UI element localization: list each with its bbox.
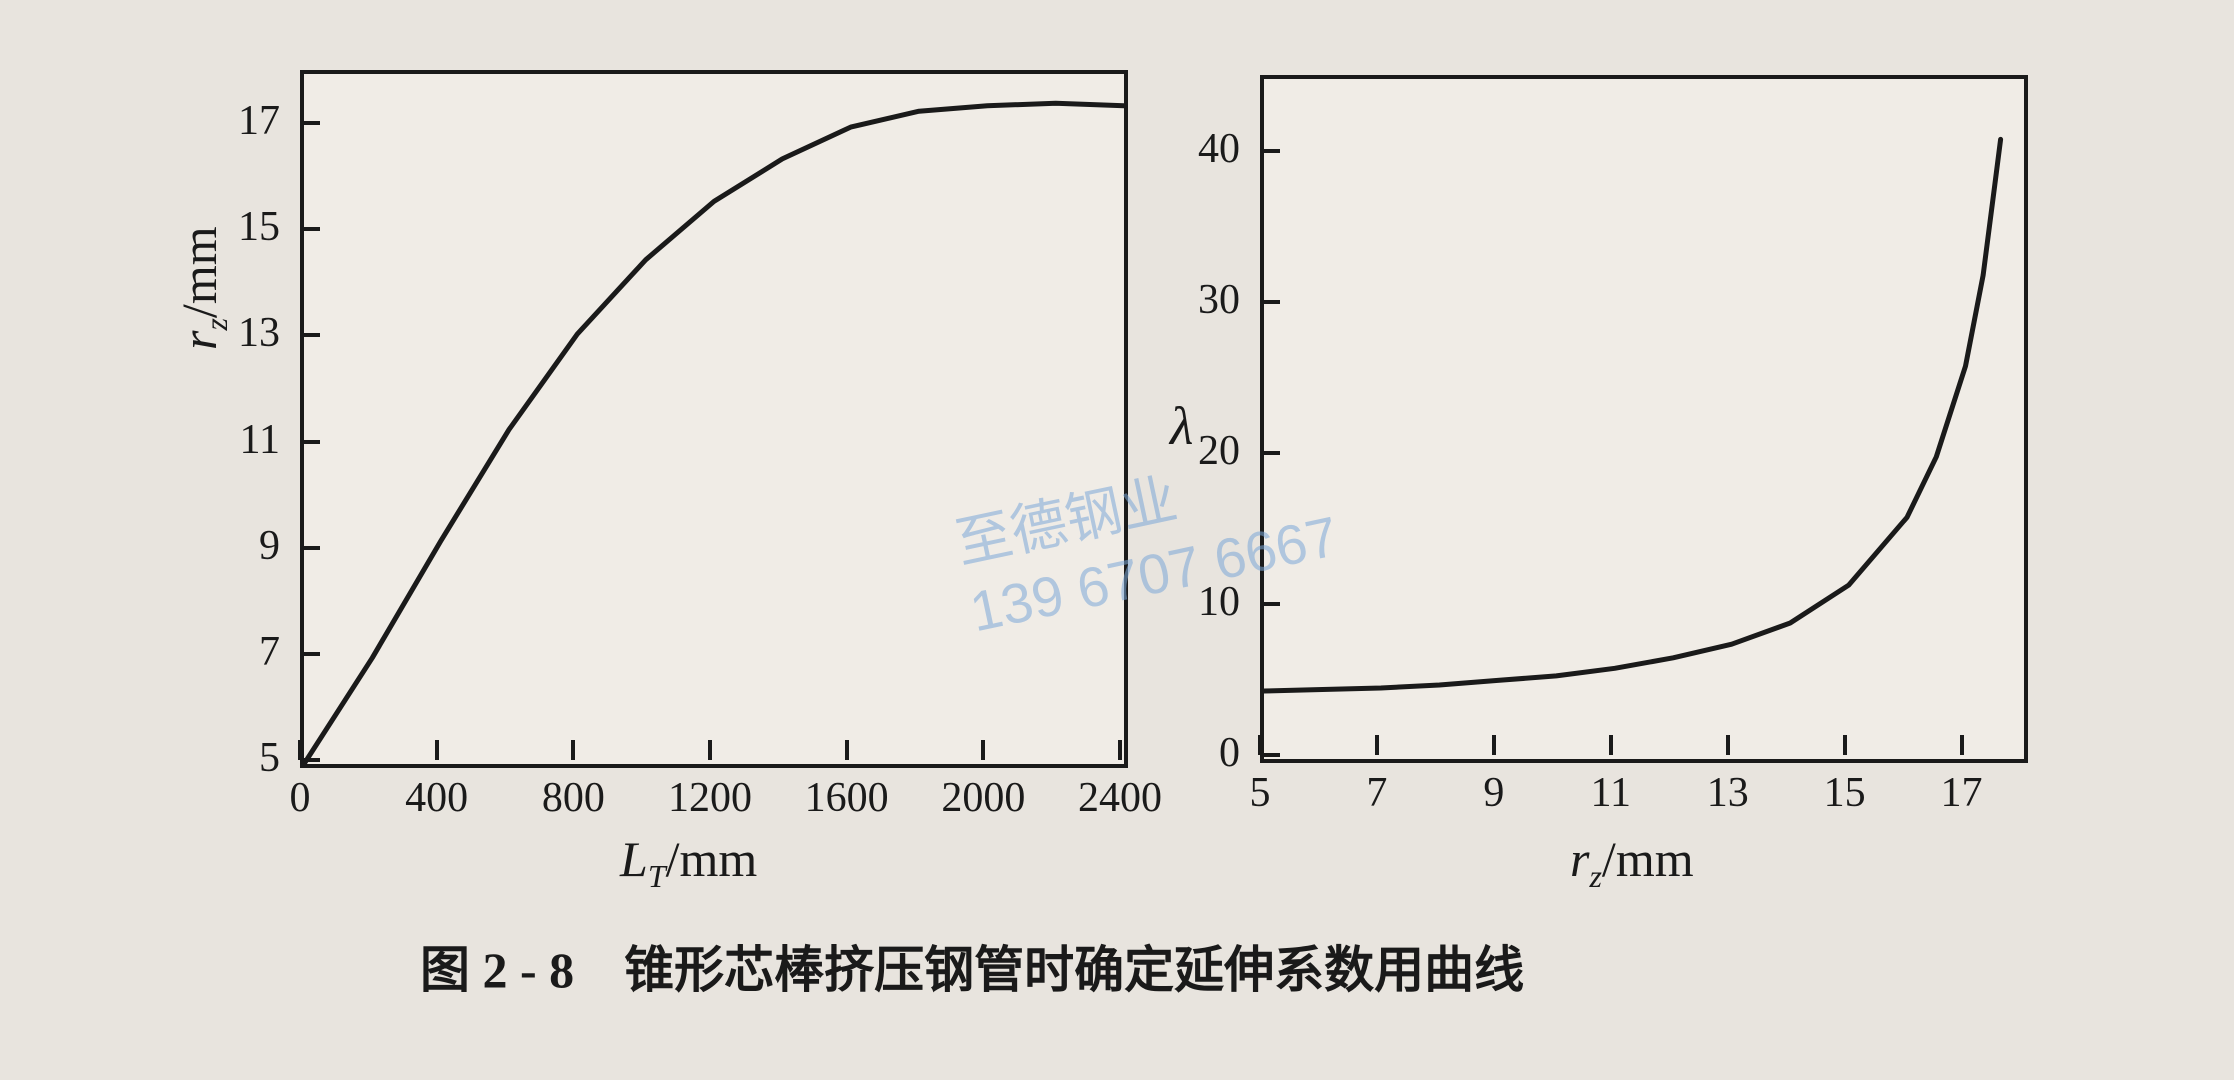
chart-left: 57911131517 04008001200160020002400 rz/m… [300, 70, 1128, 768]
xtick-label: 15 [1795, 769, 1895, 817]
xtick-label: 1600 [797, 774, 897, 822]
xtick-label: 17 [1912, 769, 2012, 817]
ytick-label: 7 [190, 628, 280, 676]
ytick-label: 11 [190, 416, 280, 464]
xtick-label: 5 [1210, 769, 1310, 817]
ytick-label: 9 [190, 522, 280, 570]
chart-right: 010203040 57911131517 λ rz/mm [1260, 75, 2028, 763]
ytick-label: 17 [190, 97, 280, 145]
xtick-label: 9 [1444, 769, 1544, 817]
page: { "background_color":"#e8e4de", "ink_col… [0, 0, 2234, 1080]
chart-right-xlabel: rz/mm [1570, 830, 1694, 895]
xtick-label: 400 [387, 774, 487, 822]
chart-left-xlabel: LT/mm [620, 830, 757, 895]
ytick-label: 40 [1150, 125, 1240, 173]
xtick-label: 11 [1561, 769, 1661, 817]
xtick-label: 2000 [933, 774, 1033, 822]
chart-left-ylabel: rz/mm [170, 226, 235, 350]
xtick-label: 7 [1327, 769, 1427, 817]
xtick-label: 1200 [660, 774, 760, 822]
ytick-label: 20 [1150, 427, 1240, 475]
xtick-label: 13 [1678, 769, 1778, 817]
figure-caption: 图 2 - 8 锥形芯棒挤压钢管时确定延伸系数用曲线 [420, 930, 1524, 1002]
xtick-label: 0 [250, 774, 350, 822]
ytick-label: 30 [1150, 276, 1240, 324]
xtick-label: 800 [523, 774, 623, 822]
xtick-label: 2400 [1070, 774, 1170, 822]
chart-right-ylabel: λ [1170, 395, 1193, 457]
ytick-label: 10 [1150, 578, 1240, 626]
